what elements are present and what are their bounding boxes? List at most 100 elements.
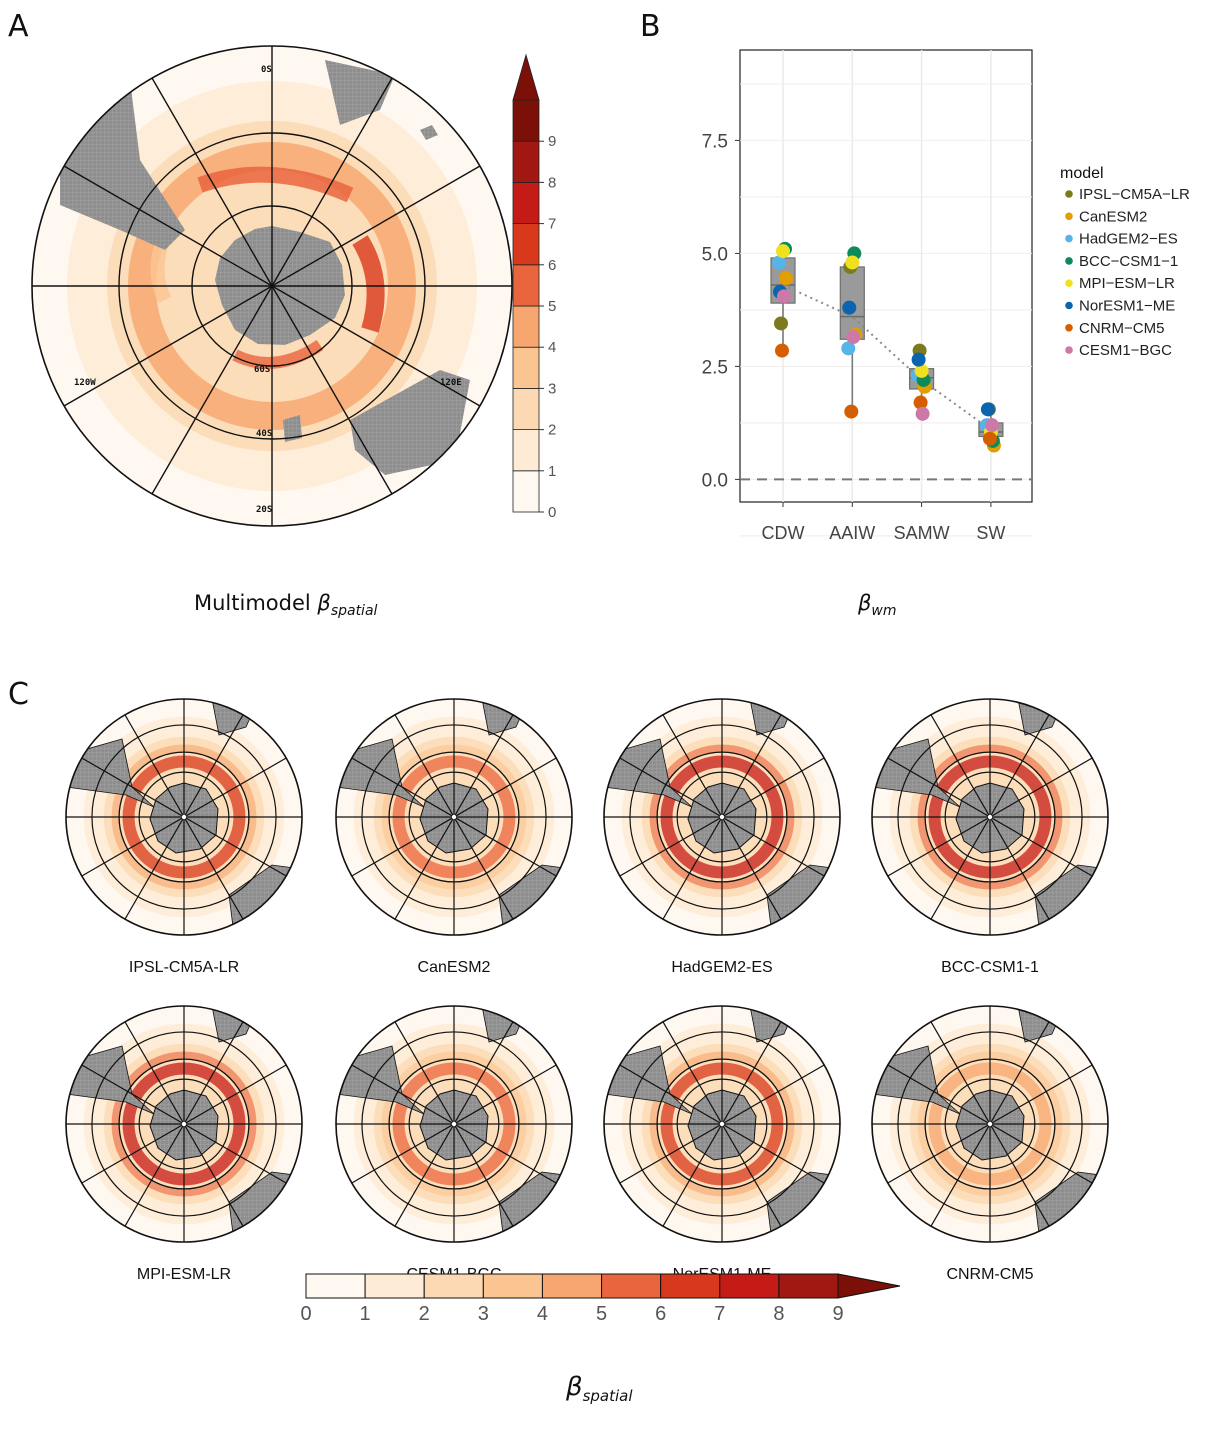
map-bcc-csm1-1: BCC-CSM1-1 <box>871 698 1109 976</box>
colorbar-segment <box>512 305 540 348</box>
colorbar-segment <box>512 181 540 224</box>
legend-key <box>1065 234 1073 243</box>
data-point <box>775 343 789 358</box>
y-tick-label: 5.0 <box>702 244 728 265</box>
colorbar-tick-label: 8 <box>773 1303 784 1325</box>
map-ipsl-cm5a-lr: IPSL-CM5A-LR <box>65 698 303 976</box>
colorbar-segment <box>512 429 540 472</box>
data-point <box>774 316 788 331</box>
colorbar-segment <box>305 1273 366 1299</box>
lon-label-120w: 120W <box>74 378 96 388</box>
map-canesm2: CanESM2 <box>335 698 573 976</box>
colorbar-segment <box>660 1273 721 1299</box>
colorbar-tick-label: 5 <box>548 298 556 315</box>
colorbar-tick-label: 0 <box>548 504 556 521</box>
data-point <box>984 418 999 433</box>
legend-item: CanESM2 <box>1079 208 1147 225</box>
colorbar-segment <box>512 99 540 142</box>
colorbar-tick-label: 4 <box>537 1303 548 1325</box>
data-point <box>844 404 859 419</box>
colorbar-tick-label: 9 <box>548 133 556 150</box>
colorbar-segment <box>601 1273 662 1299</box>
y-tick-label: 2.5 <box>702 357 728 378</box>
lat-label-40s: 40S <box>256 429 272 439</box>
legend-item: CNRM−CM5 <box>1079 320 1164 337</box>
colorbar-tick-label: 2 <box>419 1303 430 1325</box>
colorbar-segment <box>512 140 540 183</box>
colorbar-segment <box>512 346 540 389</box>
panel-c-letter: C <box>8 677 29 712</box>
map-mpi-esm-lr: MPI-ESM-LR <box>65 1005 303 1283</box>
data-point <box>911 352 926 367</box>
colorbar-segment <box>482 1273 543 1299</box>
colorbar-tick-label: 9 <box>832 1303 843 1325</box>
x-tick-label: SAMW <box>894 523 950 543</box>
colorbar-tick-label: 3 <box>478 1303 489 1325</box>
legend-item: HadGEM2−ES <box>1079 231 1178 248</box>
data-point <box>982 431 997 446</box>
map-title: MPI-ESM-LR <box>137 1266 231 1283</box>
legend-item: IPSL−CM5A−LR <box>1079 186 1190 203</box>
legend: model IPSL−CM5A−LR CanESM2 HadGEM2−ES BCC−C… <box>1060 165 1190 359</box>
panel-b-letter: B <box>640 9 661 44</box>
lon-label-120e: 120E <box>440 378 462 388</box>
colorbar-segment <box>541 1273 603 1299</box>
legend-item: MPI−ESM−LR <box>1079 275 1175 292</box>
map-title: HadGEM2-ES <box>671 959 772 976</box>
colorbar-segment <box>512 264 540 307</box>
map-noresm1-me: NorESM1-ME <box>603 1005 841 1283</box>
panel-a-colorbar: 0 1 2 3 4 5 6 7 8 9 <box>512 53 556 521</box>
colorbar-tick-label: 1 <box>360 1303 371 1325</box>
box-plot-water-masses: 0.0 2.5 5.0 7.5 CDW AAIW SAMW SW <box>702 49 1033 543</box>
colorbar-segment <box>778 1273 839 1299</box>
colorbar-tick-label: 6 <box>548 257 556 274</box>
colorbar-tick-label: 7 <box>714 1303 725 1325</box>
panel-c-colorbar: 0 1 2 3 4 5 6 7 8 9 <box>300 1273 901 1325</box>
data-point <box>915 406 930 421</box>
colorbar-tick-label: 8 <box>548 174 556 191</box>
legend-item: BCC−CSM1−1 <box>1079 253 1178 270</box>
data-point <box>914 363 929 378</box>
data-point <box>980 402 995 417</box>
legend-key <box>1065 212 1073 221</box>
colorbar-segment <box>512 470 540 513</box>
legend-key <box>1065 257 1073 265</box>
legend-key <box>1065 301 1073 310</box>
colorbar-segment <box>512 223 540 266</box>
panel-a-letter: A <box>8 9 29 44</box>
y-tick-label: 7.5 <box>702 131 728 152</box>
map-title: BCC-CSM1-1 <box>941 959 1039 976</box>
map-title: CNRM-CM5 <box>946 1266 1033 1283</box>
legend-key <box>1065 346 1073 354</box>
map-cesm1-bgc: CESM1-BGC <box>335 1005 573 1283</box>
legend-title: model <box>1060 165 1104 182</box>
colorbar-segment <box>719 1273 780 1299</box>
x-tick-label: AAIW <box>829 523 875 543</box>
data-point <box>913 395 928 410</box>
legend-item: NorESM1−ME <box>1079 298 1175 315</box>
multimodel-polar-map: 0S 60S 40S 20S 120W 120E <box>31 45 513 527</box>
data-point <box>777 289 791 304</box>
colorbar-extend-arrow <box>837 1273 901 1299</box>
colorbar-tick-label: 7 <box>548 216 556 233</box>
x-tick-label: CDW <box>762 523 805 543</box>
panel-c-caption: βspatial <box>565 1372 633 1405</box>
colorbar-tick-label: 3 <box>548 380 556 397</box>
data-point <box>772 255 786 270</box>
lat-label-0s: 0S <box>261 65 272 75</box>
colorbar-tick-label: 4 <box>548 339 556 356</box>
panel-a-caption: Multimodel βspatial <box>194 591 378 619</box>
legend-key <box>1065 324 1073 332</box>
legend-key <box>1065 279 1073 288</box>
colorbar-tick-label: 1 <box>548 463 556 480</box>
data-point <box>842 300 857 315</box>
map-title: IPSL-CM5A-LR <box>129 959 239 976</box>
colorbar-tick-label: 2 <box>548 422 556 439</box>
data-point <box>845 255 860 270</box>
map-cnrm-cm5: CNRM-CM5 <box>871 1005 1109 1283</box>
legend-item: CESM1−BGC <box>1079 342 1172 359</box>
colorbar-tick-label: 6 <box>655 1303 666 1325</box>
colorbar-extend-arrow <box>512 53 540 101</box>
model-map-grid: IPSL-CM5A-LR CanESM2 HadGEM2-ES BCC-CSM1-1 M… <box>65 698 1109 1283</box>
